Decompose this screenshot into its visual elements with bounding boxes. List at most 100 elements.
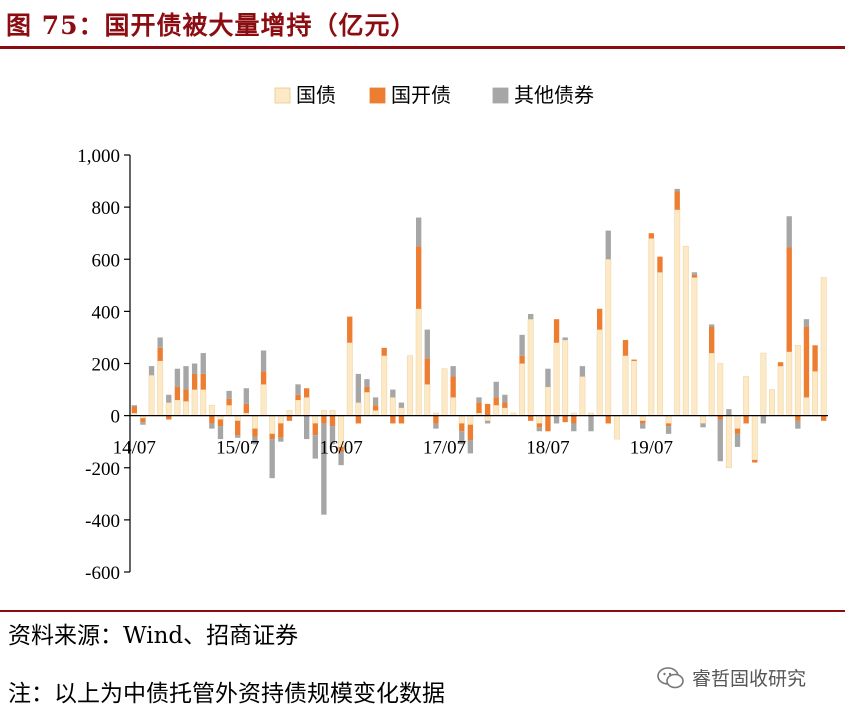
bar-segment — [174, 386, 181, 400]
bar-segment — [700, 423, 706, 428]
y-tick-label: -600 — [85, 563, 120, 584]
bar-segment — [605, 415, 611, 424]
bar-segment — [398, 415, 405, 424]
legend-swatch — [274, 87, 291, 104]
bar-segment — [536, 427, 542, 432]
bar-segment — [390, 389, 396, 398]
bar-segment — [795, 420, 801, 429]
bar-segment — [622, 340, 629, 356]
bar-segment — [226, 398, 232, 406]
bar-segment — [424, 384, 431, 416]
bar-segment — [734, 428, 741, 434]
legend-swatch — [369, 87, 386, 104]
bar-segment — [450, 397, 457, 416]
bar-segment — [372, 410, 379, 416]
bar-segment — [416, 246, 422, 309]
legend-label: 国开债 — [391, 83, 451, 107]
bar-segment — [191, 373, 198, 390]
bar-segment — [709, 324, 715, 328]
bar-segment — [467, 440, 474, 454]
bar-segment — [131, 405, 137, 407]
bar-segment — [459, 431, 465, 445]
bar-segment — [708, 352, 715, 416]
bar-segment — [519, 355, 525, 364]
bar-segment — [631, 360, 638, 416]
bar-segment — [657, 256, 663, 273]
x-tick-label: 18/07 — [526, 438, 569, 459]
bar-segment — [269, 415, 276, 435]
bar-segment — [493, 397, 499, 406]
bar-segment — [157, 337, 163, 348]
bar-segment — [545, 368, 551, 387]
legend-label: 国债 — [296, 83, 336, 107]
bar-segment — [528, 415, 534, 421]
bar-segment — [166, 394, 172, 403]
bar-segment — [794, 344, 801, 416]
bar-segment — [640, 420, 646, 424]
bar-segment — [674, 191, 680, 210]
bar-segment — [174, 399, 181, 416]
bar-segment — [803, 397, 810, 416]
y-tick-label: 800 — [92, 198, 121, 219]
bar-segment — [433, 415, 439, 424]
y-axis: 1,000 800 600 400 200 0 -200 -400 -600 — [77, 146, 131, 584]
bar-segment — [717, 363, 724, 416]
bar-segment — [545, 415, 551, 432]
bar-segment — [278, 423, 284, 438]
watermark: 睿哲固收研究 — [656, 664, 806, 691]
bar-segment — [303, 397, 310, 416]
bar-segment — [639, 415, 646, 422]
bar-segment — [450, 366, 456, 377]
bar-segment — [381, 355, 388, 416]
bar-segment — [605, 230, 611, 260]
bar-segment — [252, 436, 258, 445]
bar-segment — [441, 368, 448, 416]
bar-segment — [501, 407, 508, 416]
bar-segment — [760, 415, 767, 424]
legend-swatch — [492, 87, 509, 104]
bar-segment — [364, 379, 370, 387]
bar-segment — [208, 404, 215, 416]
bar-segment — [295, 399, 302, 416]
bar-segment — [709, 327, 715, 354]
bar-segment — [148, 366, 155, 376]
bar-segment — [243, 388, 249, 404]
bar-segment — [476, 397, 482, 403]
x-tick-label: 15/07 — [216, 438, 259, 459]
bar-segment — [329, 410, 336, 416]
x-tick-label: 16/07 — [319, 438, 362, 459]
bar-segment — [786, 247, 792, 352]
bars — [131, 188, 827, 515]
bar-segment — [140, 422, 146, 425]
bar-segment — [656, 271, 663, 416]
bar-segment — [165, 402, 172, 416]
bar-segment — [571, 423, 577, 432]
bar-segment — [613, 415, 620, 440]
bar-segment — [424, 358, 430, 385]
bar-segment — [174, 368, 181, 387]
bar-segment — [191, 363, 198, 374]
bar-segment — [665, 426, 672, 434]
bar-segment — [295, 394, 301, 400]
bar-segment — [209, 415, 215, 424]
bar-segment — [226, 390, 232, 399]
bar-segment — [389, 397, 396, 416]
bar-segment — [820, 277, 827, 416]
bar-segment — [260, 350, 267, 372]
bar-segment — [295, 384, 301, 395]
bar-segment — [415, 308, 422, 416]
bar-segment — [312, 423, 318, 436]
bar-segment — [252, 428, 258, 437]
watermark-text: 睿哲固收研究 — [692, 668, 807, 690]
bar-segment — [217, 419, 224, 427]
footer-rule — [0, 610, 845, 612]
bar-segment — [640, 423, 646, 429]
bar-segment — [183, 389, 189, 402]
bar-segment — [502, 402, 508, 408]
bar-segment — [725, 415, 732, 469]
bar-segment — [355, 373, 362, 403]
bar-segment — [743, 376, 750, 416]
bar-segment — [605, 258, 612, 416]
y-tick-label: 400 — [92, 302, 121, 323]
bar-segment — [157, 360, 164, 416]
